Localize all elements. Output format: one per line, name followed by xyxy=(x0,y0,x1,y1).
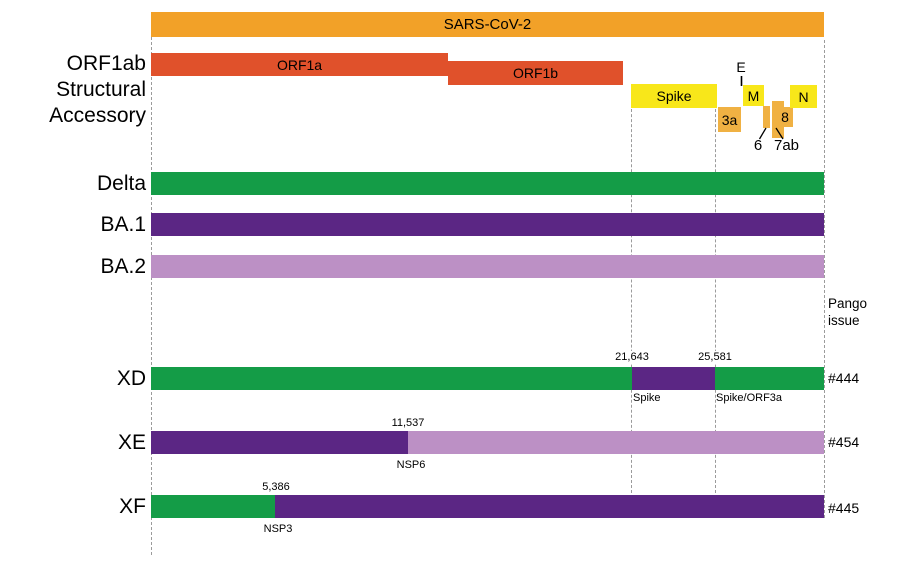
pango-issue-line1: Pango xyxy=(828,296,868,311)
gene-class-orf1ab: ORF1ab xyxy=(66,52,146,75)
gene-orf8: 8 xyxy=(777,107,793,127)
genome-bar: SARS-CoV-2 xyxy=(151,12,824,37)
guide-line-genome-end xyxy=(824,40,825,518)
row-label-xe: XE xyxy=(117,430,146,454)
gene-m: M xyxy=(743,85,764,106)
bar-ba2 xyxy=(151,255,824,278)
gene-orf8-label: 8 xyxy=(781,109,789,125)
bar-xf xyxy=(151,495,824,518)
xf-pango-issue: #445 xyxy=(828,500,860,516)
bar-xe-segment-ba1 xyxy=(151,431,408,454)
gene-orf1b: ORF1b xyxy=(448,61,623,85)
pango-issue-line2: issue xyxy=(828,312,860,328)
gene-e-text: E xyxy=(736,59,746,75)
bar-xd-segment-ba1 xyxy=(632,367,715,390)
bar-delta xyxy=(151,172,824,195)
row-label-ba1: BA.1 xyxy=(100,212,146,236)
gene-orf6-callout-label: 6 xyxy=(753,137,763,154)
gene-orf1a: ORF1a xyxy=(151,53,448,76)
bar-delta-segment xyxy=(151,172,824,195)
gene-e-label: E xyxy=(733,59,749,75)
gene-spike: Spike xyxy=(631,84,717,108)
gene-spike-label: Spike xyxy=(656,88,692,104)
guide-line-genome-start xyxy=(151,37,152,555)
xd-pango-issue: #444 xyxy=(828,370,860,386)
gene-n: N xyxy=(790,85,817,108)
xd-breakpoint1-position: 21,643 xyxy=(613,351,651,363)
gene-orf1b-label: ORF1b xyxy=(512,65,559,81)
bar-xd-segment-delta1 xyxy=(151,367,632,390)
gene-class-structural: Structural xyxy=(56,78,146,101)
pango-issue-header: Pango issue xyxy=(828,296,867,329)
bar-xe xyxy=(151,431,824,454)
xe-breakpoint-position: 11,537 xyxy=(391,417,425,429)
bar-xd-segment-delta2 xyxy=(715,367,824,390)
genome-bar-label: SARS-CoV-2 xyxy=(443,16,532,33)
gene-orf3a: 3a xyxy=(718,107,741,132)
bar-xd xyxy=(151,367,824,390)
xf-breakpoint-gene: NSP3 xyxy=(263,523,293,535)
guide-line-spike-start xyxy=(631,84,632,498)
guide-line-spike-end xyxy=(715,84,716,498)
bar-ba2-segment xyxy=(151,255,824,278)
bar-xf-segment-delta xyxy=(151,495,275,518)
xd-breakpoint1-gene: Spike xyxy=(633,392,661,404)
gene-orf6 xyxy=(763,106,770,128)
gene-n-label: N xyxy=(798,88,809,105)
row-label-delta: Delta xyxy=(96,171,146,195)
row-label-xd: XD xyxy=(116,366,146,390)
bar-xe-segment-ba2 xyxy=(408,431,824,454)
xe-breakpoint-gene: NSP6 xyxy=(396,459,426,471)
gene-orf3a-label: 3a xyxy=(721,111,738,128)
row-label-ba2: BA.2 xyxy=(100,254,146,278)
xf-breakpoint-position: 5,386 xyxy=(262,481,290,493)
row-label-xf: XF xyxy=(119,494,146,518)
gene-class-accessory: Accessory xyxy=(49,104,146,127)
gene-orf7ab-callout-label: 7ab xyxy=(774,137,800,154)
gene-orf1a-label: ORF1a xyxy=(276,56,323,73)
bar-ba1-segment xyxy=(151,213,824,236)
gene-m-label: M xyxy=(747,87,760,104)
xd-breakpoint2-position: 25,581 xyxy=(696,351,734,363)
bar-xf-segment-ba1 xyxy=(275,495,824,518)
bar-ba1 xyxy=(151,213,824,236)
xd-breakpoint2-gene: Spike/ORF3a xyxy=(716,392,783,404)
xe-pango-issue: #454 xyxy=(828,434,860,450)
